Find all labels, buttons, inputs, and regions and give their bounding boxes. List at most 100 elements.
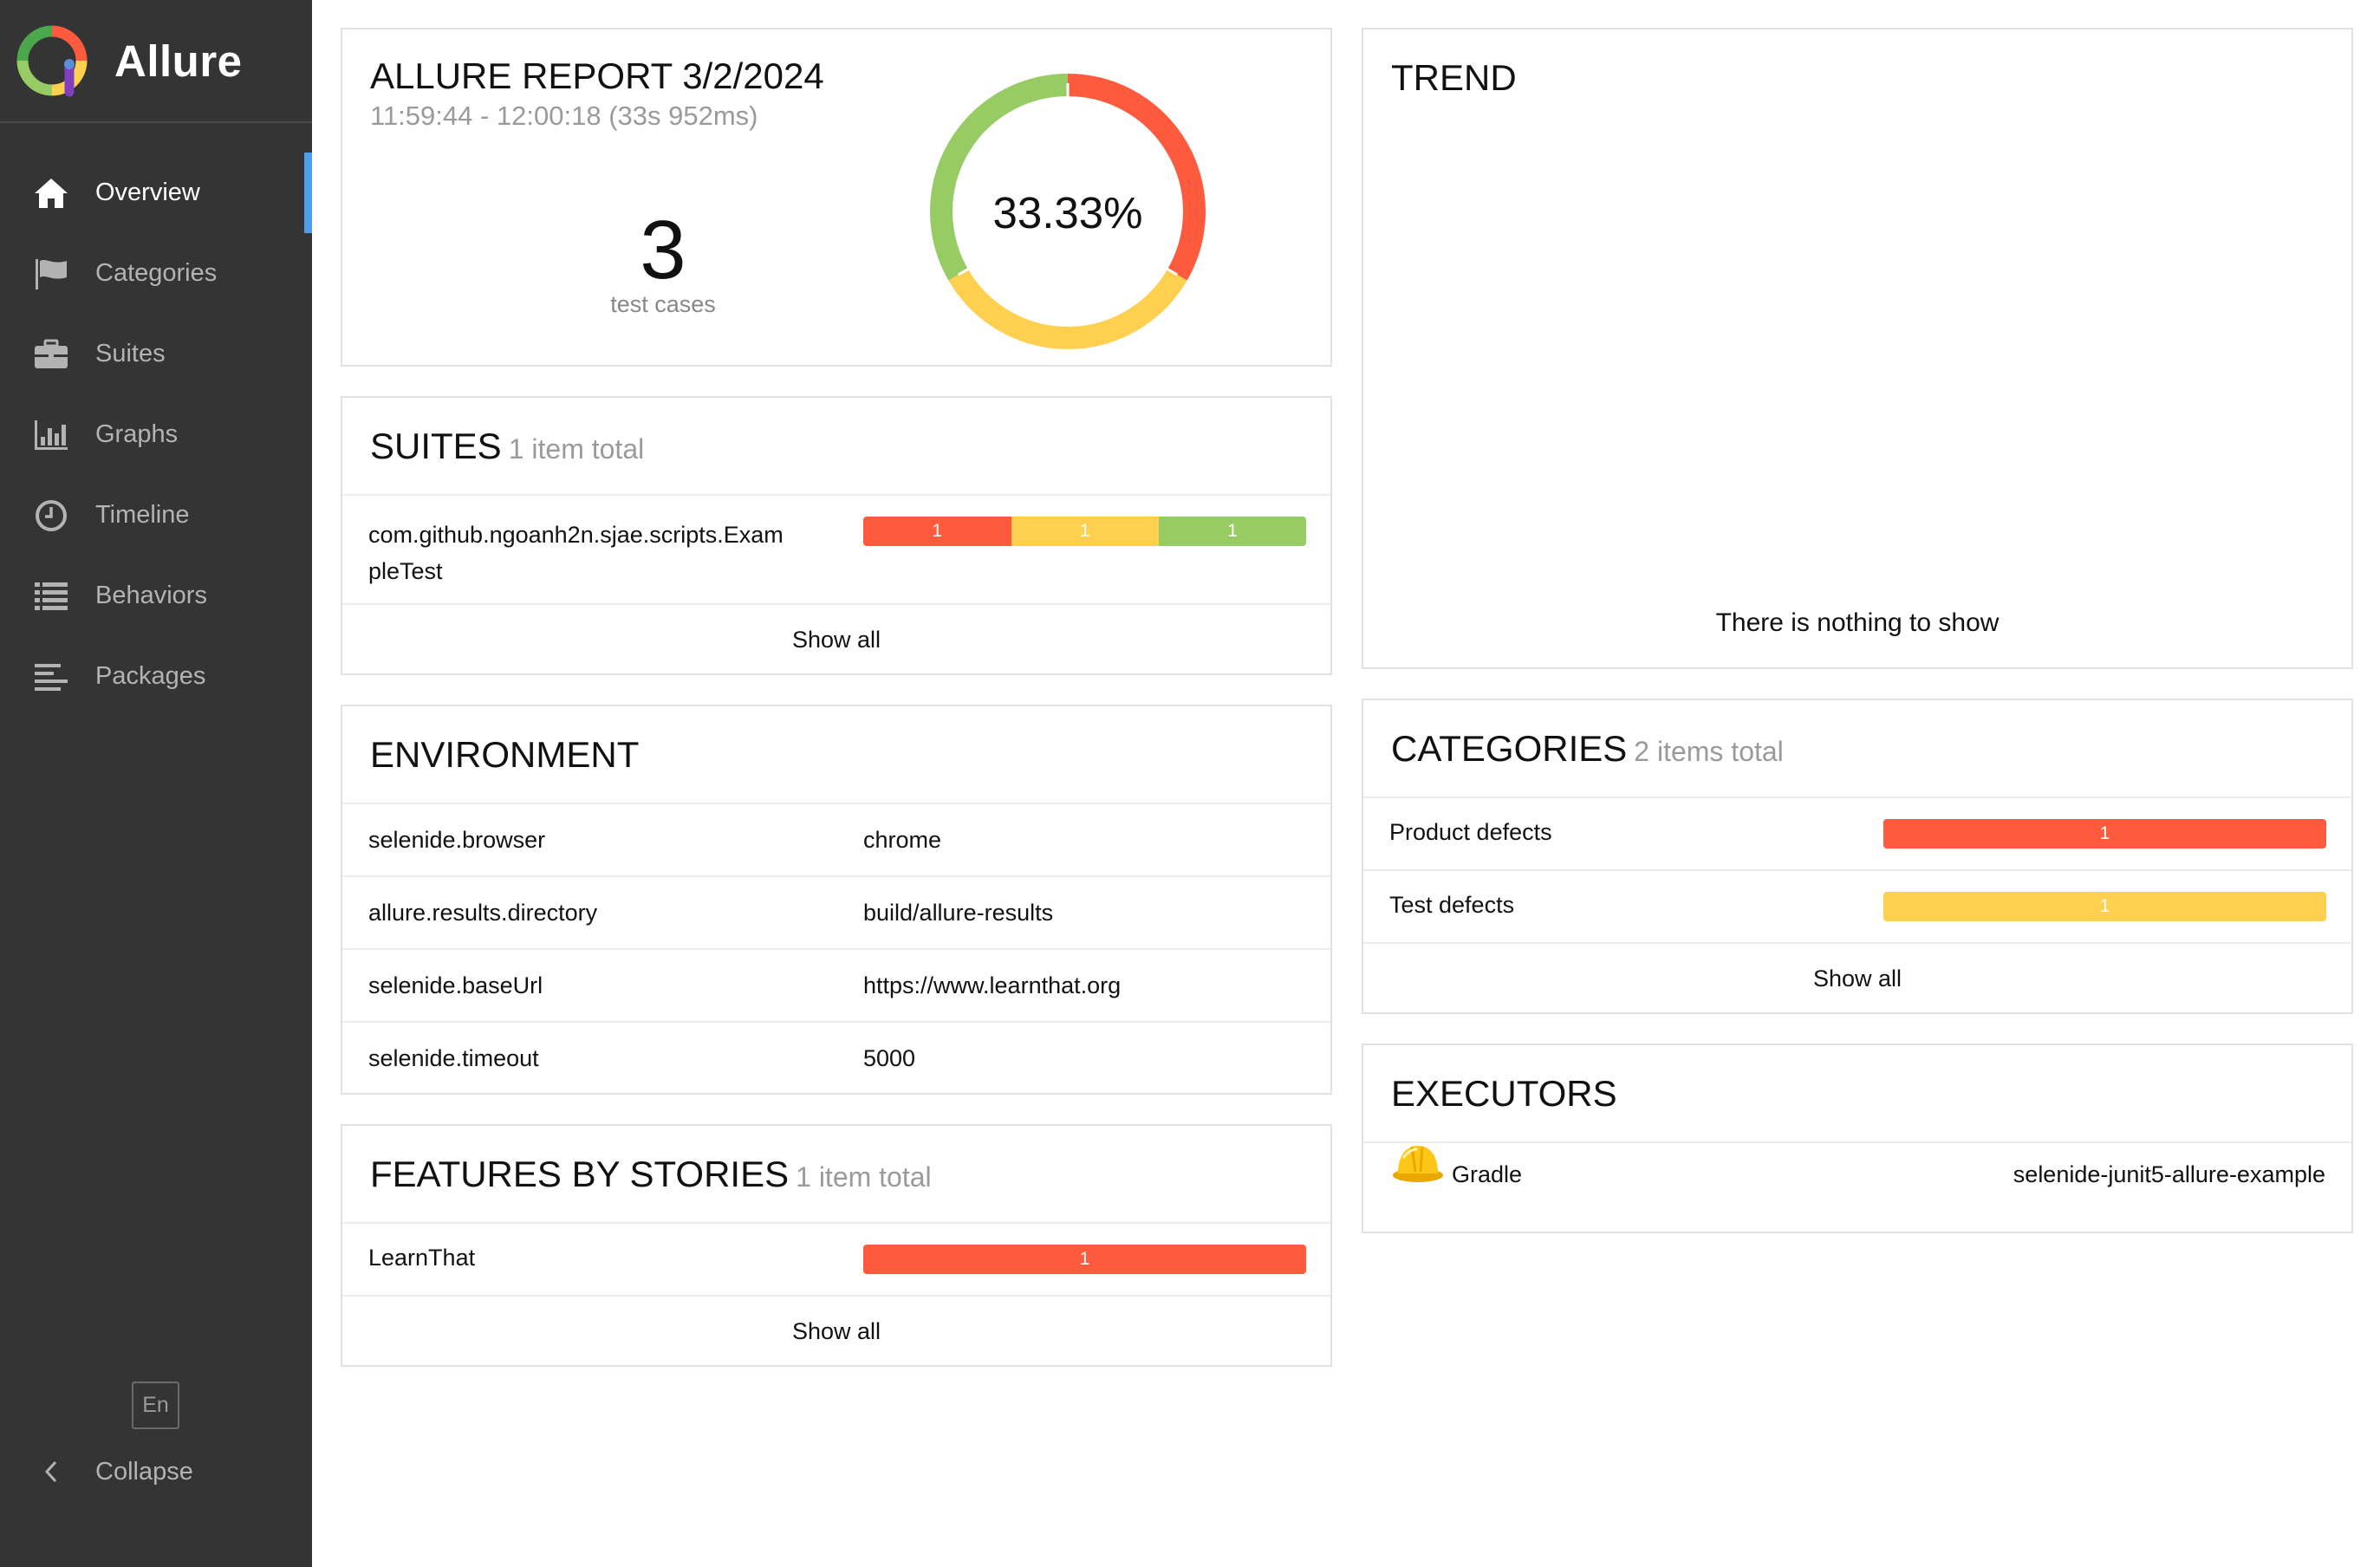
features-by-stories-widget: FEATURES BY STORIES 1 item total LearnTha…	[341, 1124, 1332, 1367]
sidebar-item-label: Behaviors	[95, 582, 207, 609]
categories-title-text: CATEGORIES	[1391, 728, 1628, 769]
suite-status-bar[interactable]: 1 1 1	[863, 517, 1306, 546]
suite-name[interactable]: com.github.ngoanh2n.sjae.scripts.Exam pl…	[368, 517, 784, 589]
sidebar: Allure Overview Categories Suites Graphs	[0, 0, 312, 1567]
env-value: chrome	[863, 827, 942, 853]
allure-logo-icon	[16, 25, 88, 97]
hard-hat-icon	[1393, 1146, 1443, 1182]
report-title: ALLURE REPORT 3/2/2024	[370, 55, 824, 96]
features-title-text: FEATURES BY STORIES	[370, 1154, 790, 1194]
sidebar-item-label: Packages	[95, 662, 206, 690]
env-value: build/allure-results	[863, 900, 1054, 926]
executor-build[interactable]: selenide-junit5-allure-example	[2013, 1161, 2325, 1187]
categories-total: 2 items total	[1634, 736, 1784, 767]
trend-widget: TREND There is nothing to show	[1362, 28, 2353, 669]
sidebar-item-timeline[interactable]: Timeline	[0, 475, 312, 556]
sidebar-item-overview[interactable]: Overview	[0, 153, 312, 233]
brand[interactable]: Allure	[0, 0, 312, 123]
executor-name[interactable]: Gradle	[1452, 1161, 1523, 1187]
test-case-count: 3	[640, 204, 686, 296]
donut-segment-failed	[1067, 74, 1206, 281]
category-name[interactable]: Test defects	[1389, 892, 1515, 918]
features-title: FEATURES BY STORIES 1 item total	[370, 1154, 932, 1195]
env-key: allure.results.directory	[368, 900, 598, 926]
category-bar[interactable]: 1	[1883, 819, 2326, 849]
category-name[interactable]: Product defects	[1389, 819, 1552, 845]
sidebar-item-label: Categories	[95, 259, 218, 287]
align-left-icon	[31, 657, 71, 697]
donut-segment-passed	[930, 74, 1069, 281]
language-switcher[interactable]: En	[132, 1382, 179, 1429]
collapse-label: Collapse	[95, 1457, 193, 1486]
briefcase-icon	[31, 335, 71, 374]
home-icon	[31, 173, 71, 213]
divider	[1363, 869, 2351, 871]
sidebar-item-label: Timeline	[95, 501, 190, 529]
env-key: selenide.browser	[368, 827, 546, 853]
collapse-button[interactable]: Collapse	[31, 1447, 193, 1496]
trend-title: TREND	[1391, 57, 1517, 98]
suite-name-line-1: com.github.ngoanh2n.sjae.scripts.Exam	[368, 522, 784, 548]
environment-title: ENVIRONMENT	[370, 734, 640, 775]
feature-status-bar[interactable]: 1	[863, 1245, 1306, 1274]
suite-name-line-2: pleTest	[368, 558, 443, 584]
sidebar-nav: Overview Categories Suites Graphs Timeli…	[0, 153, 312, 717]
divider	[1363, 942, 2351, 944]
category-count[interactable]: 1	[1883, 892, 2326, 921]
divider	[342, 494, 1330, 496]
categories-title: CATEGORIES 2 items total	[1391, 728, 1784, 770]
sidebar-item-label: Suites	[95, 340, 166, 367]
broken-segment[interactable]: 1	[1011, 517, 1159, 546]
executors-widget: EXECUTORS Gradle selenide-junit5-allure-…	[1362, 1044, 2353, 1233]
divider	[342, 1222, 1330, 1224]
divider	[342, 603, 1330, 605]
category-bar[interactable]: 1	[1883, 892, 2326, 921]
app-name: Allure	[114, 36, 243, 86]
success-rate: 33.33%	[992, 188, 1143, 237]
list-icon	[31, 576, 71, 616]
sidebar-item-graphs[interactable]: Graphs	[0, 394, 312, 475]
categories-widget: CATEGORIES 2 items total Product defects …	[1362, 699, 2353, 1014]
suites-title-text: SUITES	[370, 426, 502, 466]
divider	[1363, 1141, 2351, 1143]
flag-icon	[31, 254, 71, 294]
status-donut-chart[interactable]	[929, 73, 1206, 350]
sidebar-item-packages[interactable]: Packages	[0, 636, 312, 717]
suites-title: SUITES 1 item total	[370, 426, 644, 467]
features-show-all-link[interactable]: Show all	[791, 1318, 881, 1344]
sidebar-item-suites[interactable]: Suites	[0, 314, 312, 394]
feature-name[interactable]: LearnThat	[368, 1245, 476, 1271]
passed-segment[interactable]: 1	[1158, 517, 1306, 546]
suites-widget: SUITES 1 item total com.github.ngoanh2n.s…	[341, 396, 1332, 675]
failed-segment[interactable]: 1	[863, 517, 1011, 546]
env-value: https://www.learnthat.org	[863, 972, 1122, 998]
test-case-count-label: test cases	[610, 291, 716, 317]
divider	[342, 1021, 1330, 1023]
divider	[342, 803, 1330, 804]
divider	[342, 1295, 1330, 1297]
env-key: selenide.baseUrl	[368, 972, 543, 998]
report-time-range: 11:59:44 - 12:00:18 (33s 952ms)	[370, 101, 758, 131]
bar-chart-icon	[31, 415, 71, 455]
suites-total: 1 item total	[508, 433, 645, 465]
sidebar-item-label: Graphs	[95, 420, 179, 448]
trend-empty-message: There is nothing to show	[1715, 608, 2000, 637]
divider	[1363, 797, 2351, 798]
divider	[342, 948, 1330, 950]
failed-segment[interactable]: 1	[863, 1245, 1306, 1274]
env-key: selenide.timeout	[368, 1045, 539, 1071]
environment-widget: ENVIRONMENT selenide.browser chrome allu…	[341, 705, 1332, 1095]
suites-show-all-link[interactable]: Show all	[791, 627, 881, 653]
sidebar-item-behaviors[interactable]: Behaviors	[0, 556, 312, 636]
sidebar-item-label: Overview	[95, 179, 200, 206]
sidebar-item-categories[interactable]: Categories	[0, 233, 312, 314]
summary-widget: ALLURE REPORT 3/2/2024 11:59:44 - 12:00:…	[341, 28, 1332, 367]
executors-title: EXECUTORS	[1391, 1073, 1617, 1114]
features-total: 1 item total	[796, 1161, 932, 1193]
chevron-left-icon	[31, 1459, 71, 1485]
categories-show-all-link[interactable]: Show all	[1812, 966, 1902, 992]
category-count[interactable]: 1	[1883, 819, 2326, 849]
clock-icon	[31, 496, 71, 536]
donut-segment-broken	[948, 269, 1187, 349]
env-value: 5000	[863, 1045, 916, 1071]
